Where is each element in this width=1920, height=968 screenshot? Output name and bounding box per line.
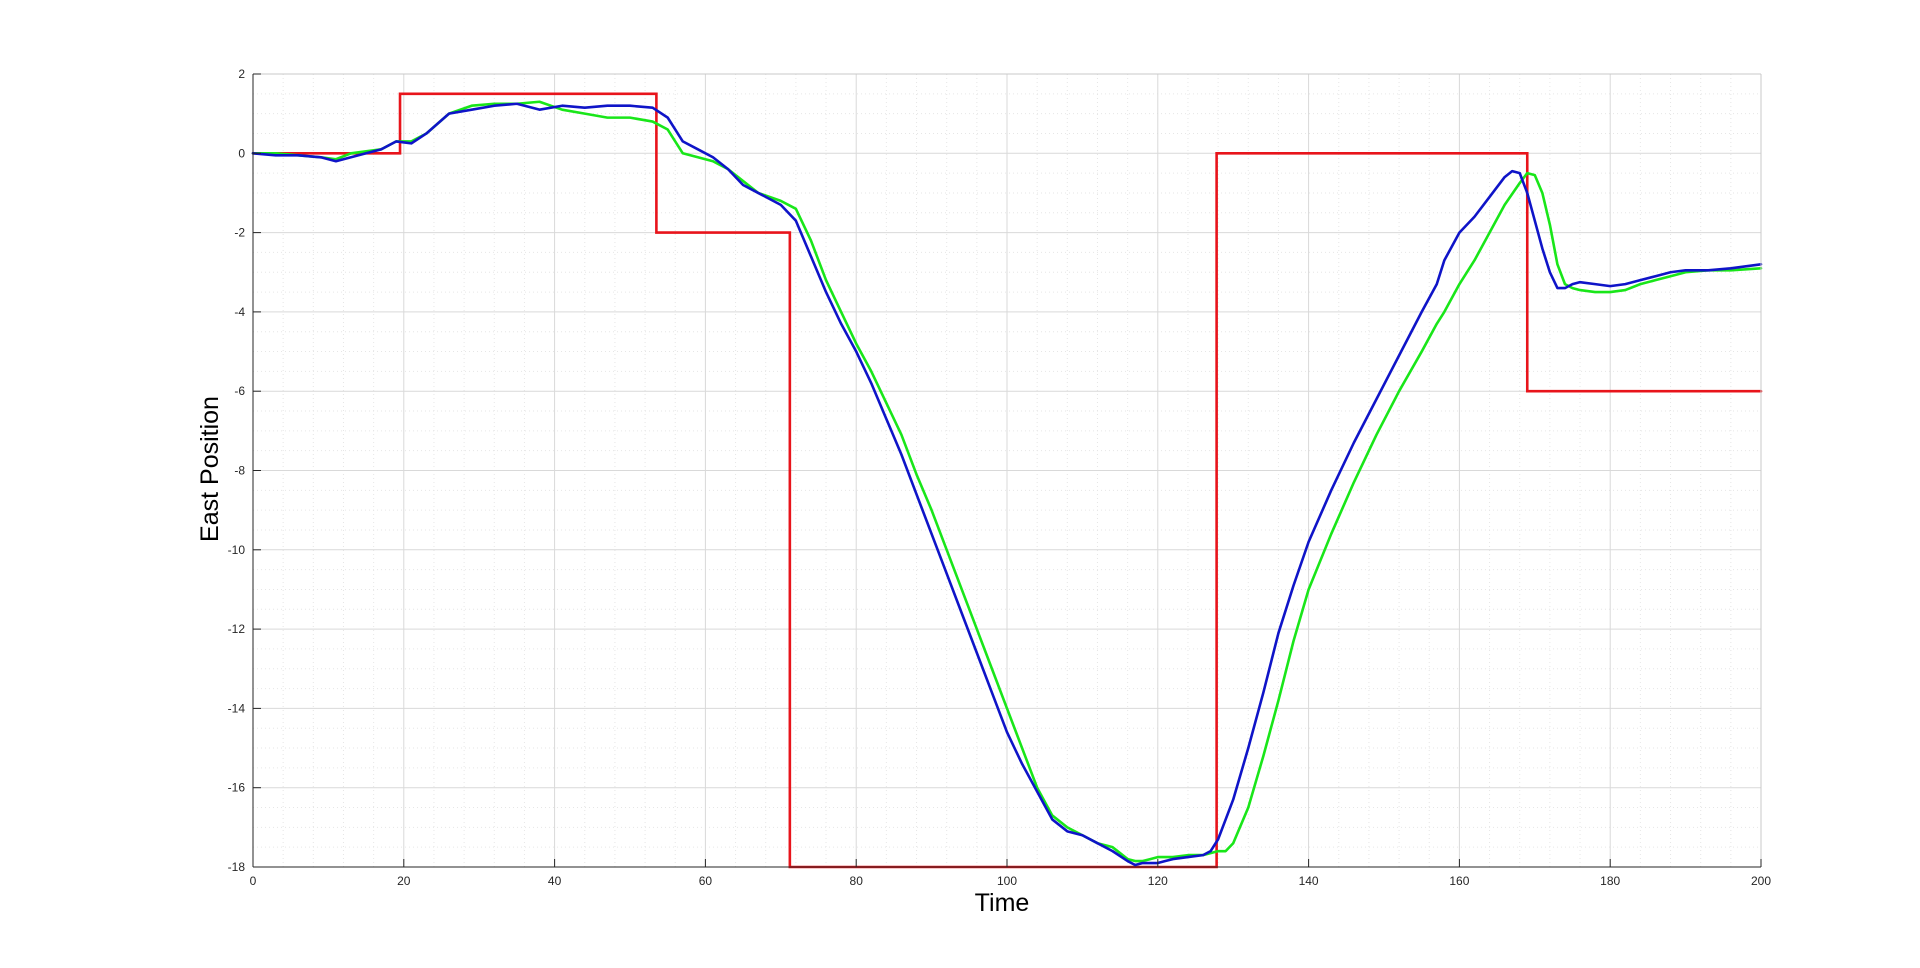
x-tick-label: 100 [997, 874, 1017, 888]
x-tick-label: 20 [397, 874, 411, 888]
y-tick-label: 2 [238, 67, 245, 81]
y-tick-label: 0 [238, 146, 245, 160]
x-tick-label: 200 [1751, 874, 1771, 888]
major-grid [252, 73, 1762, 868]
x-tick-label: 160 [1449, 874, 1469, 888]
x-tick-label: 80 [850, 874, 864, 888]
y-tick-label: -4 [234, 305, 245, 319]
y-tick-label: -14 [228, 701, 246, 715]
y-tick-label: -6 [234, 384, 245, 398]
x-tick-label: 180 [1600, 874, 1620, 888]
x-axis-ticks: 0 20 40 60 80 100 120 140 160 180 200 [250, 859, 1771, 888]
y-axis-ticks: -18 -16 -14 -12 -10 -8 -6 -4 -2 0 2 [228, 67, 261, 874]
y-tick-label: -2 [234, 226, 245, 240]
y-tick-label: -12 [228, 622, 246, 636]
y-tick-label: -18 [228, 860, 246, 874]
x-tick-label: 140 [1299, 874, 1319, 888]
y-tick-label: -10 [228, 543, 246, 557]
x-tick-label: 120 [1148, 874, 1168, 888]
x-tick-label: 0 [250, 874, 257, 888]
x-tick-label: 60 [699, 874, 713, 888]
y-axis-label: East Position [196, 396, 224, 542]
x-tick-label: 40 [548, 874, 562, 888]
y-tick-label: -16 [228, 781, 246, 795]
series-line-3 [251, 102, 1763, 867]
x-axis-label: Time [975, 889, 1030, 917]
y-tick-label: -8 [234, 464, 245, 478]
series-layer [251, 92, 1763, 869]
